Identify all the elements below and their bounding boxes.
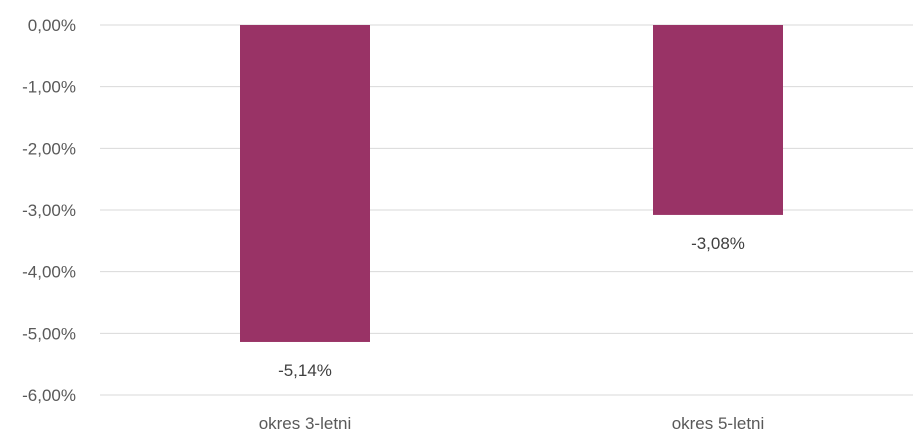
y-tick-label: -4,00% — [22, 263, 76, 282]
x-axis-tick-labels: okres 3-letni okres 5-letni — [259, 414, 765, 433]
x-tick-label: okres 3-letni — [259, 414, 352, 433]
y-tick-label: -5,00% — [22, 324, 76, 343]
data-labels: -5,14% -3,08% — [278, 234, 745, 380]
y-tick-label: -1,00% — [22, 78, 76, 97]
bar — [653, 25, 783, 215]
data-label: -5,14% — [278, 361, 332, 380]
y-tick-label: -2,00% — [22, 139, 76, 158]
y-tick-label: -3,00% — [22, 201, 76, 220]
y-axis-tick-labels: 0,00% -1,00% -2,00% -3,00% -4,00% -5,00% -6,00… — [22, 16, 76, 405]
bars — [240, 25, 783, 342]
data-label: -3,08% — [691, 234, 745, 253]
y-tick-label: -6,00% — [22, 386, 76, 405]
x-tick-label: okres 5-letni — [672, 414, 765, 433]
y-tick-label: 0,00% — [28, 16, 76, 35]
bar — [240, 25, 370, 342]
gridlines — [100, 24, 913, 396]
